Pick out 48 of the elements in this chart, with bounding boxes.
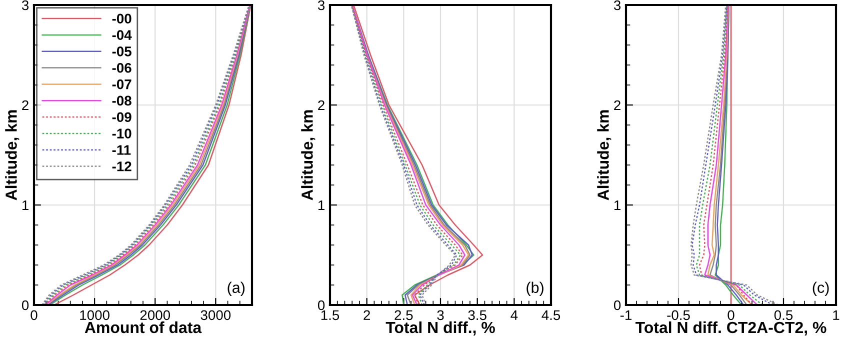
annotation: (c) <box>812 282 829 296</box>
legend-label: -12 <box>112 161 132 172</box>
x-axis-title: Total N diff. CT2A-CT2, % <box>636 321 826 336</box>
x-tick-label: 3 <box>437 310 444 320</box>
legend-label: -05 <box>112 46 132 56</box>
y-tick-label: 2 <box>318 100 324 110</box>
legend-label: -07 <box>112 79 132 90</box>
x-tick-label: 3.5 <box>468 310 486 320</box>
legend-label: -08 <box>112 96 132 106</box>
x-tick-label: 2.5 <box>394 310 413 320</box>
y-tick-label: 1 <box>318 200 324 210</box>
legend-label: -06 <box>112 62 132 73</box>
y-axis-title: Altitude, km <box>597 110 612 200</box>
y-axis-title: Altitude, km <box>301 110 316 200</box>
y-tick-label: 1 <box>22 200 28 210</box>
y-tick-label: 2 <box>614 100 620 110</box>
legend-label: -04 <box>112 30 132 40</box>
y-tick-label: 3 <box>614 0 621 10</box>
y-tick-label: 1 <box>614 200 620 210</box>
legend-label: -10 <box>112 128 132 138</box>
y-tick-label: 0 <box>318 300 325 310</box>
legend-label: -09 <box>112 112 132 122</box>
x-tick-label: 3000 <box>200 310 231 320</box>
annotation: (b) <box>526 282 544 296</box>
x-tick-label: -0.5 <box>667 310 690 320</box>
legend-label: -00 <box>112 14 132 24</box>
x-tick-label: 4.5 <box>542 310 560 320</box>
legend-label: -11 <box>112 145 131 155</box>
x-tick-label: 4 <box>510 310 518 320</box>
x-tick-label: 0 <box>728 310 734 320</box>
y-axis-title: Altitude, km <box>5 110 20 200</box>
x-axis-title: Total N diff., % <box>386 321 495 336</box>
y-tick-label: 2 <box>22 100 28 110</box>
y-tick-label: 3 <box>318 0 325 10</box>
x-axis-title: Amount of data <box>84 321 202 334</box>
x-tick-label: 1000 <box>80 310 110 320</box>
annotation: (a) <box>228 282 245 296</box>
x-tick-label: 1 <box>833 310 840 320</box>
y-tick-label: 3 <box>22 0 29 10</box>
x-tick-label: 0 <box>30 310 38 320</box>
x-tick-label: 1.5 <box>321 310 340 320</box>
x-tick-label: 2 <box>364 310 370 320</box>
line-series <box>698 5 753 305</box>
y-tick-label: 0 <box>22 300 29 310</box>
x-tick-label: -1 <box>620 310 632 320</box>
x-tick-label: 0.5 <box>774 310 793 320</box>
y-tick-label: 0 <box>614 300 621 310</box>
x-tick-label: 2000 <box>140 310 170 320</box>
